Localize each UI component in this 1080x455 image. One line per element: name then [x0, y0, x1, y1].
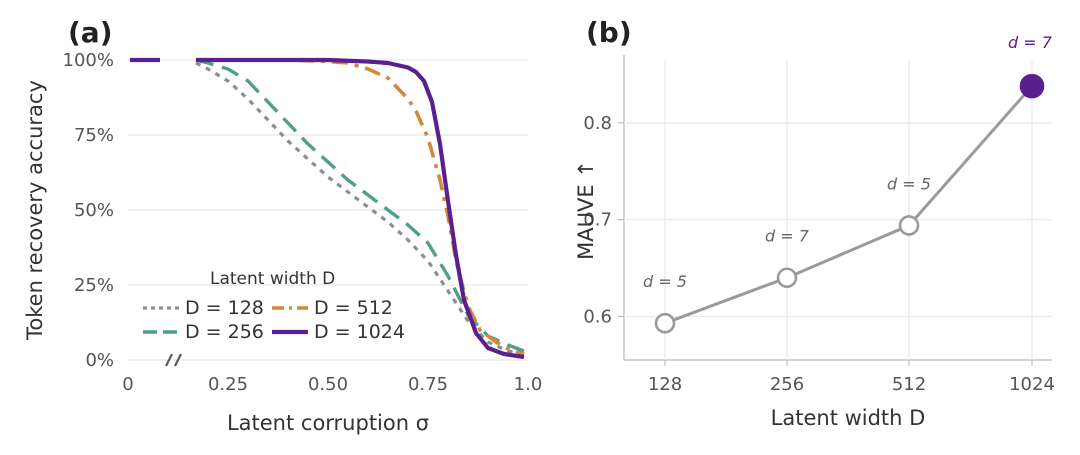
panel-a-series-line: [195, 61, 525, 356]
panel-b-x-tick-label: 128: [648, 374, 682, 395]
axis-break-mark: [165, 353, 173, 367]
panel-b-x-ticks: 128 256 512 1024: [648, 374, 1055, 395]
panel-b-points: [654, 73, 1045, 334]
point-annotation: d = 5: [643, 272, 687, 291]
point-annotation: d = 5: [887, 174, 931, 193]
panel-a-label: (a): [68, 16, 113, 49]
panel-a-series: [130, 57, 525, 360]
panel-b-y-tick-label: 0.6: [583, 306, 612, 327]
legend-entry-label: D = 256: [185, 321, 264, 343]
panel-a-line-chart: (a) 0% 25% 50% 75% 100% 0 0.25 0.50 0.75 1.0 Lat…: [23, 16, 542, 435]
panel-b-annotations: d = 5 d = 7 d = 5 d = 7: [643, 33, 1053, 291]
panel-b-x-tick-label: 1024: [1009, 374, 1055, 395]
panel-a-x-tick-label: 0.25: [208, 374, 248, 395]
mauve-point: [898, 215, 920, 236]
panel-a-y-tick-label: 50%: [74, 200, 114, 221]
axis-break-mark: [174, 353, 182, 367]
panel-a-series-line: [196, 57, 525, 360]
panel-b-y-axis-label: MAUVE ↑: [574, 160, 598, 260]
panel-b-y-tick-label: 0.8: [583, 113, 612, 134]
point-annotation: d = 7: [765, 227, 810, 246]
panel-b-gridlines: [618, 55, 1052, 366]
panel-a-y-ticks: 0% 25% 50% 75% 100%: [63, 50, 114, 371]
panel-a-x-tick-label: 0: [122, 374, 133, 395]
panel-b-y-ticks: 0.6 0.7 0.8: [583, 113, 612, 328]
panel-b-y-tick-label: 0.7: [583, 210, 612, 231]
mauve-line: [664, 85, 1034, 325]
legend-title: Latent width D: [210, 269, 335, 289]
panel-b-x-tick-label: 256: [770, 374, 804, 395]
point-annotation: d = 7: [1008, 33, 1053, 52]
panel-a-x-tick-label: 0.75: [408, 374, 448, 395]
panel-a-y-tick-label: 100%: [63, 50, 114, 71]
legend-entry-label: D = 128: [185, 297, 264, 319]
panel-a-y-tick-label: 0%: [85, 350, 114, 371]
panel-a-x-tick-label: 1.0: [514, 374, 543, 395]
panel-a-y-axis-label: Token recovery accuracy: [23, 80, 47, 341]
panel-a-y-tick-label: 25%: [74, 275, 114, 296]
panel-b-line-chart: (b) 0.60.70.8 128 256 512 1024 d = 5d = 7d …: [574, 16, 1055, 430]
panel-a-y-tick-label: 75%: [74, 125, 114, 146]
panel-b-series: [664, 85, 1034, 325]
legend-entry-label: D = 512: [314, 297, 393, 319]
panel-a-x-axis-label: Latent corruption σ: [227, 411, 429, 435]
panel-a-x-tick-label: 0.50: [308, 374, 348, 395]
legend-entry-label: D = 1024: [314, 321, 405, 343]
panel-b-label: (b): [586, 16, 632, 49]
mauve-point: [654, 312, 676, 334]
panel-a-axis-break: [165, 353, 182, 367]
panel-b-x-axis-label: Latent width D: [771, 406, 926, 430]
panel-b-x-tick-label: 512: [892, 374, 926, 395]
mauve-point: [1019, 73, 1045, 99]
panel-a-x-ticks: 0 0.25 0.50 0.75 1.0: [122, 374, 542, 395]
mauve-point: [776, 267, 798, 289]
